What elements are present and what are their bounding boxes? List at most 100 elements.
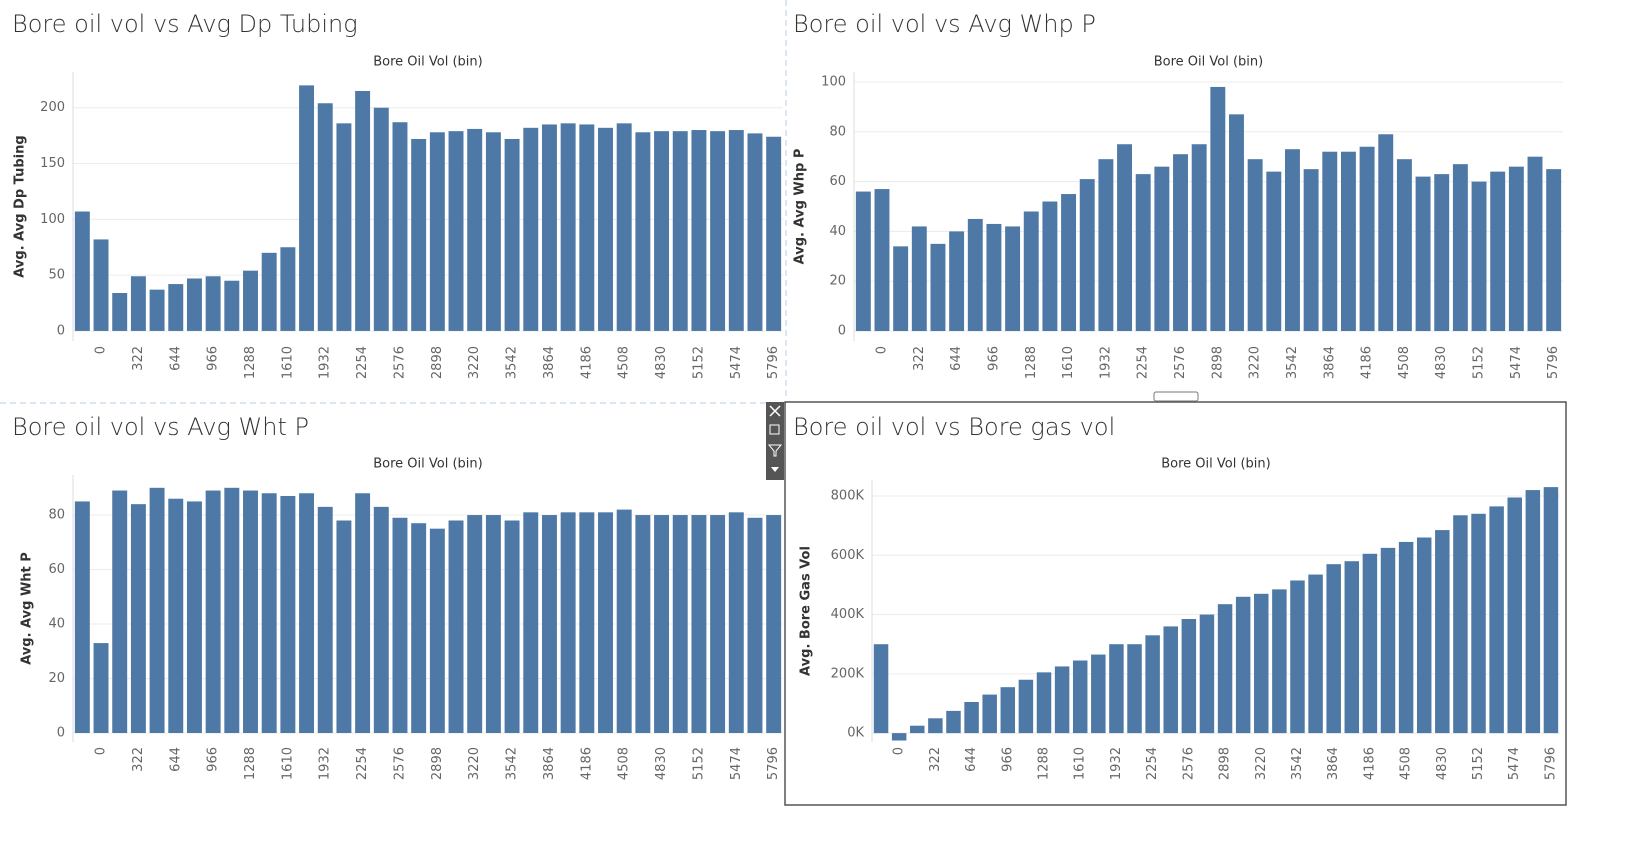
y-tick-label: 20 — [829, 274, 846, 289]
bar — [1247, 159, 1263, 332]
bar — [1344, 561, 1360, 734]
bar — [168, 284, 184, 331]
bar — [280, 495, 296, 734]
bar — [1435, 530, 1450, 734]
bar — [1145, 635, 1160, 734]
x-axis-title: Bore Oil Vol (bin) — [1154, 55, 1263, 70]
bar — [1042, 201, 1058, 332]
x-tick-label: 4508 — [617, 747, 632, 780]
chart-title: Bore oil vol vs Avg Wht P — [12, 413, 309, 441]
bar — [911, 226, 927, 332]
bar — [1054, 666, 1070, 734]
bar — [560, 123, 576, 331]
bar — [1109, 644, 1124, 734]
chart-title: Bore oil vol vs Avg Dp Tubing — [12, 10, 358, 38]
y-tick-label: 80 — [48, 508, 65, 523]
y-tick-label: 60 — [48, 562, 65, 577]
y-tick-label: 100 — [821, 74, 846, 89]
bar — [1359, 146, 1375, 332]
popout-icon[interactable] — [769, 424, 780, 435]
x-tick-label: 4830 — [1435, 747, 1450, 780]
x-tick-label: 5152 — [1471, 747, 1486, 780]
y-axis-title: Avg. Avg Wht P — [20, 552, 35, 665]
bar — [1005, 226, 1021, 332]
bar — [74, 501, 90, 734]
bar — [1229, 114, 1244, 332]
y-axis-title: Avg. Bore Gas Vol — [799, 546, 814, 676]
bar — [579, 124, 595, 331]
bar — [1398, 541, 1414, 734]
bar — [149, 487, 165, 734]
x-tick-label: 4508 — [1399, 747, 1414, 780]
bar — [355, 90, 371, 331]
bar — [504, 520, 520, 734]
bar — [672, 515, 688, 734]
bar — [280, 247, 296, 331]
bar — [224, 487, 240, 734]
toolbar — [766, 402, 784, 480]
x-tick-label: 5796 — [1543, 747, 1558, 780]
x-tick-label: 3220 — [467, 346, 482, 379]
x-tick-label: 3220 — [1248, 346, 1263, 379]
x-tick-label: 5796 — [1546, 346, 1561, 379]
bar — [1181, 619, 1197, 734]
bar — [1191, 144, 1207, 332]
close-icon[interactable] — [769, 405, 781, 417]
menu-icon[interactable] — [771, 467, 779, 472]
bar — [967, 218, 983, 332]
bar — [373, 506, 389, 734]
bar — [982, 694, 997, 734]
bar — [392, 517, 408, 734]
selection-border[interactable] — [784, 401, 1567, 806]
x-tick-label: 5152 — [691, 346, 706, 379]
bar — [1326, 564, 1341, 734]
x-tick-label: 2898 — [430, 747, 445, 780]
x-tick-label: 1610 — [1073, 747, 1088, 780]
x-tick-label: 2898 — [430, 346, 445, 379]
x-tick-label: 4830 — [654, 346, 669, 379]
bar — [93, 643, 109, 734]
x-tick-label: 2254 — [1145, 747, 1160, 780]
x-tick-label: 4186 — [1362, 747, 1377, 780]
bar — [1018, 679, 1034, 734]
bar — [1235, 596, 1251, 734]
bar — [1308, 574, 1323, 734]
filter-icon[interactable] — [767, 444, 783, 457]
bar — [541, 515, 557, 734]
x-axis-title: Bore Oil Vol (bin) — [1161, 457, 1270, 472]
x-tick-label: 2254 — [1136, 346, 1151, 379]
bar — [891, 733, 907, 741]
bar — [1546, 169, 1562, 332]
x-tick-label: 3864 — [1326, 747, 1341, 780]
bar — [112, 293, 128, 331]
bar — [299, 85, 315, 331]
bar — [766, 136, 782, 331]
x-tick-label: 1610 — [280, 747, 295, 780]
x-tick-label: 2254 — [355, 747, 370, 780]
bar — [728, 512, 744, 734]
bar — [336, 123, 352, 331]
y-axis-title: Avg. Avg Dp Tubing — [13, 135, 28, 277]
bar — [1396, 159, 1412, 332]
y-tick-label: 800K — [831, 489, 865, 504]
x-tick-label: 5474 — [1507, 747, 1522, 780]
bar — [448, 520, 464, 734]
x-tick-label: 1932 — [318, 346, 333, 379]
x-tick-label: 2576 — [1181, 747, 1196, 780]
bar — [1217, 604, 1233, 734]
y-tick-label: 0 — [838, 324, 846, 339]
x-tick-label: 3864 — [542, 346, 557, 379]
x-tick-label: 5152 — [691, 747, 706, 780]
bar — [691, 515, 707, 734]
x-tick-label: 966 — [206, 346, 221, 371]
bar — [243, 490, 258, 734]
x-tick-label: 4508 — [1397, 346, 1412, 379]
resize-handle[interactable] — [1153, 391, 1199, 402]
x-tick-label: 1932 — [318, 747, 333, 780]
y-tick-label: 50 — [48, 268, 65, 283]
y-tick-label: 400K — [831, 607, 865, 622]
bar — [392, 122, 408, 331]
x-tick-label: 2254 — [355, 346, 370, 379]
x-tick-label: 5152 — [1472, 346, 1487, 379]
x-tick-label: 1610 — [280, 346, 295, 379]
